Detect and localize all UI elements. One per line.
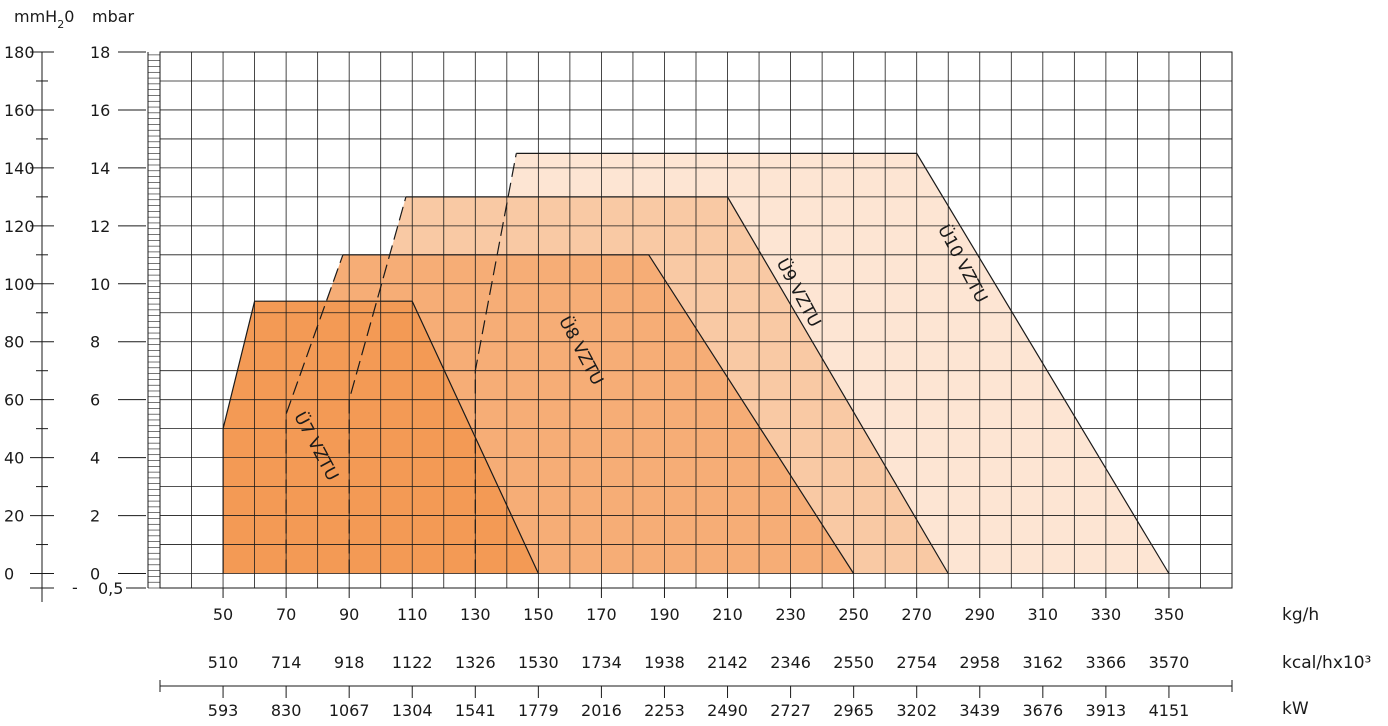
outline-solid: [516, 152, 1170, 574]
kgh-tick-label: 330: [1091, 605, 1122, 624]
kgh-tick-label: 210: [712, 605, 743, 624]
kgh-tick-label: 250: [838, 605, 869, 624]
mmh2o-tick-label: 180: [4, 43, 35, 62]
kgh-tick-label: 190: [649, 605, 680, 624]
outline-solid: [222, 300, 539, 574]
kgh-tick-label: 170: [586, 605, 617, 624]
mmh2o-tick-label: 140: [4, 159, 35, 178]
kw-unit-label: kW: [1282, 699, 1309, 719]
mmh2o-tick-label: 80: [4, 333, 24, 352]
kw-tick-label: 3913: [1086, 701, 1127, 720]
kw-tick-label: 4151: [1149, 701, 1190, 720]
mmh2o-tick-label: 20: [4, 507, 24, 526]
kgh-tick-label: 110: [397, 605, 428, 624]
neg-marker-dash: -: [72, 578, 78, 597]
kcal-tick-label: 1938: [644, 653, 685, 672]
kcal-tick-label: 3570: [1149, 653, 1190, 672]
kw-tick-label: 1779: [518, 701, 559, 720]
kgh-tick-label: 70: [276, 605, 296, 624]
kgh-tick-label: 350: [1154, 605, 1185, 624]
mbar-tick-label: 8: [90, 333, 100, 352]
kcal-tick-label: 2754: [896, 653, 937, 672]
kgh-tick-label: 130: [460, 605, 491, 624]
kcal-tick-label: 510: [208, 653, 239, 672]
kw-tick-label: 1067: [329, 701, 370, 720]
mmh2o-tick-label: 60: [4, 391, 24, 410]
kw-tick-label: 3202: [896, 701, 937, 720]
kgh-tick-label: 150: [523, 605, 554, 624]
kcal-unit-label: kcal/hx10³: [1282, 653, 1371, 673]
mbar-tick-label: 10: [90, 275, 110, 294]
mbar-tick-label: 18: [90, 43, 110, 62]
outline-dashed: [474, 153, 517, 574]
mbar-tick-label: 2: [90, 507, 100, 526]
outline-solid: [342, 254, 855, 574]
mbar-tick-label: 12: [90, 217, 110, 236]
outline-solid: [405, 196, 949, 574]
kw-tick-label: 2016: [581, 701, 622, 720]
mbar-tick-label: 4: [90, 449, 100, 468]
mmh2o-unit-label: mmH20: [14, 7, 74, 31]
kgh-unit-label: kg/h: [1282, 605, 1319, 625]
mmh2o-tick-label: 40: [4, 449, 24, 468]
kgh-tick-label: 310: [1028, 605, 1059, 624]
kcal-tick-label: 1530: [518, 653, 559, 672]
kcal-tick-label: 3162: [1022, 653, 1063, 672]
kcal-tick-label: 1326: [455, 653, 496, 672]
kcal-tick-label: 1734: [581, 653, 622, 672]
kgh-tick-label: 290: [964, 605, 995, 624]
kcal-tick-label: 2346: [770, 653, 811, 672]
outline-dashed: [348, 196, 407, 574]
kw-tick-label: 1541: [455, 701, 496, 720]
kw-tick-label: 2490: [707, 701, 748, 720]
kw-tick-label: 2253: [644, 701, 685, 720]
outline-dashed: [285, 254, 344, 574]
kgh-tick-label: 230: [775, 605, 806, 624]
mmh2o-tick-label: 100: [4, 275, 35, 294]
kgh-tick-label: 50: [213, 605, 233, 624]
kw-tick-label: 830: [271, 701, 302, 720]
kw-tick-label: 3439: [959, 701, 1000, 720]
kcal-tick-label: 1122: [392, 653, 433, 672]
mbar-tick-label: 16: [90, 101, 110, 120]
mbar-tick-label: 14: [90, 159, 110, 178]
kcal-tick-label: 918: [334, 653, 365, 672]
kw-tick-label: 2965: [833, 701, 874, 720]
kgh-tick-label: 90: [339, 605, 359, 624]
mmh2o-tick-label: 120: [4, 217, 35, 236]
kcal-tick-label: 3366: [1086, 653, 1127, 672]
mmh2o-tick-label: 0: [4, 565, 14, 584]
mbar-neg-label: 0,5: [98, 579, 123, 598]
mbar-unit-label: mbar: [92, 7, 135, 26]
mbar-tick-label: 0: [90, 565, 100, 584]
kw-tick-label: 1304: [392, 701, 433, 720]
mmh2o-tick-label: 160: [4, 101, 35, 120]
kgh-tick-label: 270: [901, 605, 932, 624]
kcal-tick-label: 2142: [707, 653, 748, 672]
mbar-tick-label: 6: [90, 391, 100, 410]
kcal-tick-label: 2958: [959, 653, 1000, 672]
kw-tick-label: 3676: [1022, 701, 1063, 720]
kw-tick-label: 593: [208, 701, 239, 720]
kcal-tick-label: 714: [271, 653, 302, 672]
kcal-tick-label: 2550: [833, 653, 874, 672]
plot-frame: [159, 51, 1233, 589]
kw-tick-label: 2727: [770, 701, 811, 720]
